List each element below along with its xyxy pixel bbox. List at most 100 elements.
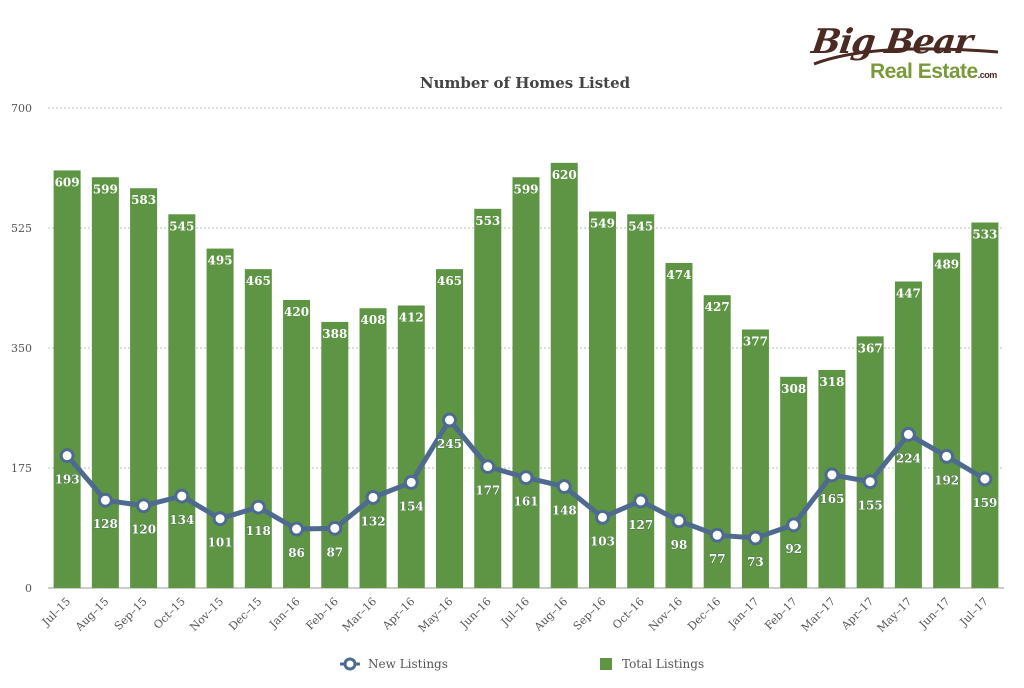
- line-data-label: 92: [785, 542, 802, 556]
- logo-line2: Real Estate.com: [870, 60, 997, 84]
- line-point: [939, 448, 955, 464]
- bar-data-label: 545: [628, 219, 653, 233]
- line-point: [480, 459, 496, 475]
- x-tick-label: May–17: [875, 595, 915, 635]
- line-data-label: 155: [858, 499, 883, 513]
- logo-line2-text: Real Estate: [870, 60, 978, 83]
- bar-data-label: 465: [437, 274, 462, 288]
- logo-suffix: .com: [977, 70, 998, 80]
- line-data-label: 118: [246, 524, 271, 538]
- y-tick-label: 175: [11, 462, 32, 475]
- x-tick-label: Sep–15: [112, 595, 150, 633]
- legend-label-new-listings: New Listings: [368, 657, 448, 671]
- line-data-label: 154: [399, 499, 424, 513]
- x-tick-label: Jul–17: [957, 595, 991, 629]
- line-point: [250, 499, 266, 515]
- bar: [627, 214, 655, 589]
- x-tick-label: Sep–16: [571, 595, 609, 633]
- bar-data-label: 388: [322, 327, 347, 341]
- bar-data-label: 609: [55, 175, 80, 189]
- bar-data-label: 620: [552, 168, 577, 182]
- line-data-label: 86: [288, 546, 305, 560]
- line-data-label: 177: [475, 484, 500, 498]
- line-data-label: 73: [747, 555, 764, 569]
- bar-data-label: 318: [819, 375, 844, 389]
- line-point: [594, 509, 610, 525]
- line-data-label: 192: [934, 473, 959, 487]
- x-tick-label: Oct–15: [151, 595, 188, 632]
- line-data-label: 159: [972, 496, 997, 510]
- line-point: [212, 511, 228, 527]
- line-point: [633, 493, 649, 509]
- x-tick-label: Feb–16: [303, 595, 341, 633]
- line-point: [403, 474, 419, 490]
- x-tick-label: Dec–15: [226, 595, 264, 633]
- bar: [168, 214, 196, 589]
- line-point: [365, 489, 381, 505]
- legend: New Listings Total Listings: [340, 657, 704, 671]
- bar: [550, 162, 578, 588]
- bar-data-label: 447: [896, 286, 921, 300]
- bar: [780, 376, 808, 588]
- x-tick-label: Feb–17: [762, 595, 800, 633]
- grid-layer: 0 175 350 525 700: [11, 102, 1004, 595]
- bar-data-label: 549: [590, 217, 615, 231]
- line-point: [747, 530, 763, 546]
- bar: [206, 248, 234, 589]
- bar-data-label: 367: [858, 341, 883, 355]
- line-data-label: 103: [590, 534, 615, 548]
- bar: [321, 321, 349, 588]
- bar-data-label: 412: [399, 310, 424, 324]
- bar-data-label: 420: [284, 305, 309, 319]
- bar-data-label: 533: [972, 228, 997, 242]
- bar: [741, 329, 769, 588]
- line-data-label: 193: [55, 473, 80, 487]
- bar-data-label: 308: [781, 382, 806, 396]
- x-tick-label: Jul–16: [498, 595, 532, 629]
- legend-label-total-listings: Total Listings: [622, 657, 704, 671]
- bar: [703, 295, 731, 588]
- x-tick-label: Dec–16: [685, 595, 723, 633]
- y-tick-label: 350: [11, 342, 32, 355]
- bar-data-label: 599: [93, 182, 118, 196]
- line-point: [136, 498, 152, 514]
- line-point: [97, 492, 113, 508]
- x-tick-label: Nov–16: [646, 595, 685, 634]
- line-data-label: 128: [93, 517, 118, 531]
- line-point: [518, 470, 534, 486]
- chart-title: Number of Homes Listed: [420, 74, 631, 92]
- x-tick-layer: Jul–15 Aug–15 Sep–15 Oct–15 Nov–15 Dec–15 Jan–…: [39, 595, 991, 635]
- line-data-label: 77: [709, 552, 726, 566]
- line-data-label: 132: [361, 514, 386, 528]
- x-tick-label: Aug–15: [72, 595, 111, 634]
- x-tick-label: Mar–16: [340, 595, 379, 634]
- bar: [53, 170, 81, 588]
- bar: [588, 211, 616, 589]
- line-point: [824, 467, 840, 483]
- line-data-label: 127: [628, 518, 653, 532]
- line-data-label: 87: [326, 545, 343, 559]
- bar: [665, 262, 693, 588]
- x-tick-label: Oct–16: [610, 595, 647, 632]
- line-data-label: 165: [819, 492, 844, 506]
- legend-line-marker: [343, 657, 357, 671]
- x-tick-label: Apr–17: [838, 595, 876, 633]
- bar-data-label: 545: [169, 219, 194, 233]
- bar: [474, 208, 502, 589]
- bar: [91, 177, 119, 588]
- y-tick-label: 0: [25, 582, 32, 595]
- bar: [283, 300, 311, 588]
- line-data-label: 148: [552, 504, 577, 518]
- bar-label-layer: 609 599 583 545 495 465 420 388 408 412 465 553 599 6…: [55, 168, 998, 396]
- x-tick-label: Jan–17: [725, 595, 761, 631]
- bar: [359, 308, 387, 588]
- bar-data-label: 489: [934, 258, 959, 272]
- legend-bar-swatch: [600, 658, 612, 670]
- x-tick-label: Jan–16: [266, 595, 302, 631]
- bar-data-label: 583: [131, 193, 156, 207]
- bar: [856, 336, 884, 588]
- bar-data-label: 599: [513, 182, 538, 196]
- line-point: [709, 527, 725, 543]
- bar-data-label: 427: [705, 300, 730, 314]
